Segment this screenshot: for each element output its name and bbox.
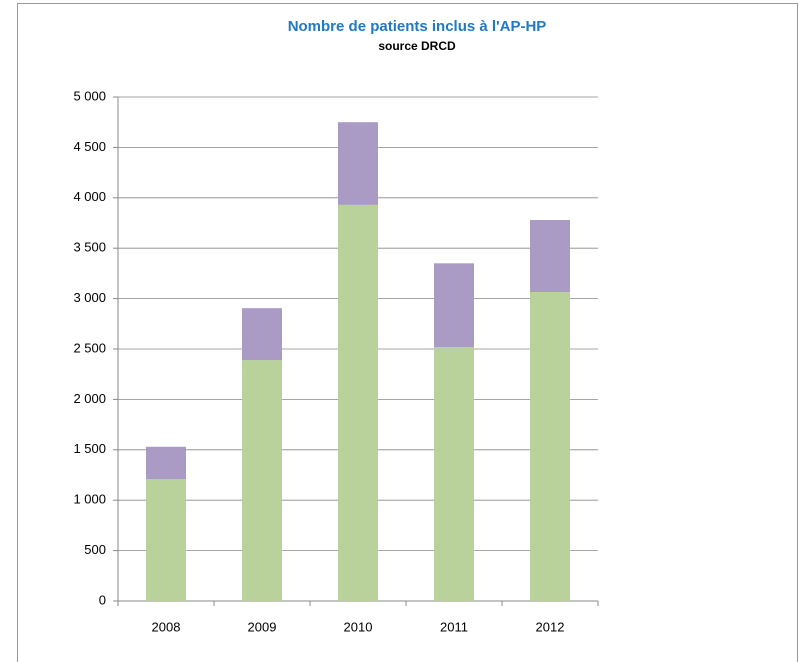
bar-segment <box>530 292 570 601</box>
x-tick-label: 2010 <box>344 619 373 634</box>
bar-segment <box>146 446 186 480</box>
bar-segment <box>242 308 282 361</box>
x-tick-label: 2011 <box>440 619 468 634</box>
x-tick-label: 2009 <box>248 619 277 634</box>
y-tick-label: 0 <box>99 592 106 607</box>
x-tick-label: 2012 <box>536 619 565 634</box>
bar-segment <box>434 263 474 347</box>
bar-segment <box>242 360 282 601</box>
bar-segment <box>146 479 186 601</box>
chart-border <box>17 3 798 662</box>
y-tick-label: 3 500 <box>73 240 106 255</box>
y-tick-label: 3 000 <box>73 290 106 305</box>
bar-segment <box>338 122 378 205</box>
y-tick-label: 2 000 <box>73 391 106 406</box>
y-tick-label: 1 500 <box>73 441 106 456</box>
y-tick-label: 1 000 <box>73 492 106 507</box>
chart-subtitle: source DRCD <box>378 39 456 53</box>
y-tick-label: 5 000 <box>73 88 106 103</box>
y-tick-label: 4 500 <box>73 139 106 154</box>
y-tick-label: 4 000 <box>73 189 106 204</box>
chart-title: Nombre de patients inclus à l'AP-HP <box>288 18 547 35</box>
x-tick-label: 2008 <box>152 619 181 634</box>
bar-segment <box>434 346 474 601</box>
bar-segment <box>530 219 570 293</box>
bar-segment <box>338 204 378 601</box>
y-tick-label: 500 <box>84 542 106 557</box>
y-tick-label: 2 500 <box>73 340 106 355</box>
